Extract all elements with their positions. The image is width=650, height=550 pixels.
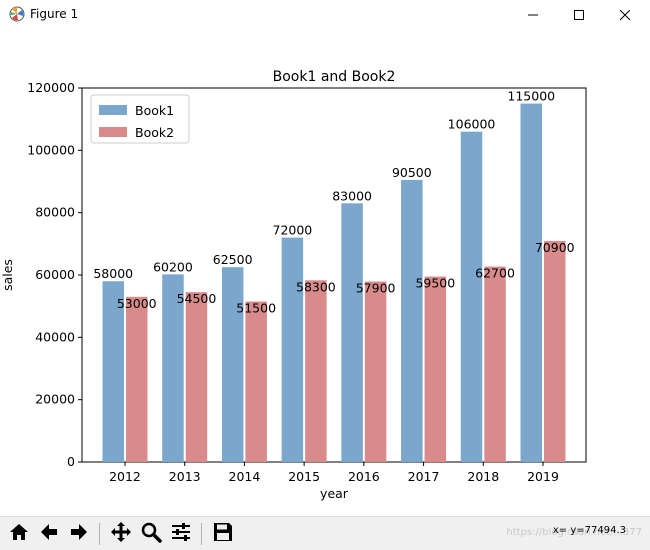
y-tick-label: 80000	[35, 205, 75, 220]
figure-canvas[interactable]: 0 20000 40000 60000 80000 100000 120000 2012 201…	[0, 30, 650, 516]
minimize-button[interactable]	[510, 0, 556, 30]
maximize-icon	[574, 10, 584, 20]
legend-label-book2: Book2	[135, 125, 174, 140]
data-label-book1: 62500	[213, 252, 253, 267]
data-label-book1: 72000	[273, 223, 313, 238]
chart-title: Book1 and Book2	[273, 69, 396, 85]
y-tick-label: 40000	[35, 329, 75, 344]
bar-book1	[341, 203, 363, 463]
close-icon	[620, 10, 630, 20]
bar-book2	[364, 281, 387, 462]
close-button[interactable]	[602, 0, 648, 30]
y-axis-label: sales	[0, 259, 15, 291]
cursor-coordinates: x= y=77494.3	[552, 525, 626, 536]
x-tick-label: 2014	[229, 469, 261, 484]
bar-book1	[102, 281, 124, 462]
data-label-book1: 60200	[153, 259, 193, 274]
bar-book1	[520, 103, 543, 462]
configure-subplots-button[interactable]	[168, 521, 194, 547]
y-tick-label: 120000	[27, 80, 75, 95]
x-tick-label: 2018	[467, 469, 499, 484]
window-title: Figure 1	[30, 7, 79, 21]
y-tick-label: 60000	[35, 267, 75, 282]
home-icon	[8, 521, 30, 547]
bar-chart: 0 20000 40000 60000 80000 100000 120000 2012 201…	[0, 69, 587, 501]
bar-book2	[544, 241, 566, 462]
title-bar: Figure 1	[0, 0, 650, 30]
data-label-book1: 115000	[507, 89, 555, 104]
bar-book2	[484, 266, 506, 462]
x-tick-label: 2015	[288, 469, 320, 484]
back-button[interactable]	[36, 521, 62, 547]
save-button[interactable]	[210, 521, 236, 547]
bar-book2	[305, 280, 327, 462]
bar-book2	[125, 296, 148, 462]
move-icon	[110, 521, 132, 547]
magnifier-icon	[140, 521, 162, 547]
data-label-book2: 70900	[535, 240, 575, 255]
sliders-icon	[170, 521, 192, 547]
x-tick-label: 2016	[348, 469, 380, 484]
x-axis-label: year	[320, 486, 349, 501]
legend-swatch-book2	[99, 127, 127, 137]
arrow-right-icon	[68, 521, 90, 547]
data-label-book2: 62700	[475, 266, 515, 281]
data-label-book1: 58000	[93, 266, 133, 281]
x-tick-label: 2017	[408, 469, 440, 484]
bar-book1	[401, 179, 423, 463]
data-label-book1: 83000	[332, 188, 372, 203]
data-label-book2: 58300	[296, 279, 336, 294]
watermark-text: https://blog.csdn.net/...377	[506, 527, 642, 538]
data-label-book2: 59500	[415, 276, 455, 291]
x-tick-label: 2019	[527, 469, 559, 484]
legend-label-book1: Book1	[135, 103, 174, 118]
x-tick-label: 2012	[109, 469, 141, 484]
legend-swatch-book1	[99, 105, 127, 115]
bar-book2	[185, 292, 208, 462]
maximize-button[interactable]	[556, 0, 602, 30]
data-label-book2: 53000	[117, 296, 157, 311]
bar-book2	[245, 301, 267, 462]
toolbar-separator	[99, 523, 100, 545]
minimize-icon	[528, 10, 538, 20]
forward-button[interactable]	[66, 521, 92, 547]
y-tick-label: 100000	[27, 142, 75, 157]
home-button[interactable]	[6, 521, 32, 547]
data-label-book1: 106000	[448, 117, 496, 132]
y-tick-label: 20000	[35, 392, 75, 407]
bar-book1	[221, 267, 244, 462]
matplotlib-logo-icon	[9, 6, 25, 22]
data-label-book1: 90500	[392, 165, 432, 180]
data-label-book2: 54500	[177, 291, 217, 306]
arrow-left-icon	[38, 521, 60, 547]
bar-book2	[424, 276, 447, 462]
pan-button[interactable]	[108, 521, 134, 547]
navigation-toolbar: https://blog.csdn.net/...377 x= y=77494.…	[0, 516, 650, 550]
data-label-book2: 57900	[356, 281, 396, 296]
data-label-book2: 51500	[236, 300, 276, 315]
bar-book1	[281, 237, 304, 462]
floppy-disk-icon	[212, 521, 234, 547]
y-tick-label: 0	[67, 454, 75, 469]
bar-book1	[460, 131, 483, 462]
bar-book1	[162, 274, 184, 462]
x-tick-label: 2013	[169, 469, 201, 484]
toolbar-separator	[201, 523, 202, 545]
zoom-button[interactable]	[138, 521, 164, 547]
